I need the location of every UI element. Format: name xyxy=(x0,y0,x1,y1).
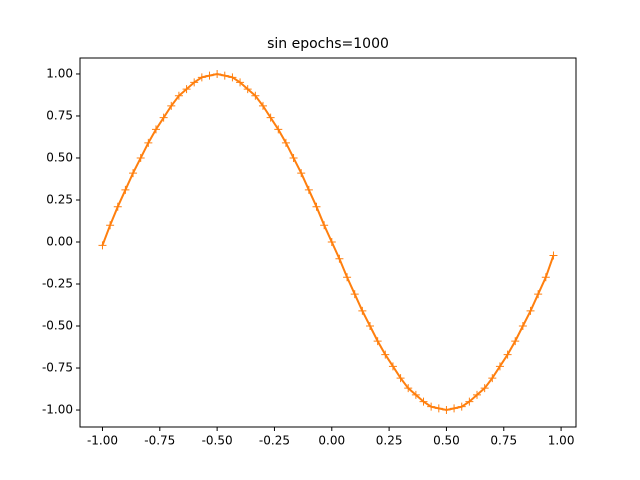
point-marker xyxy=(549,251,558,260)
point-marker xyxy=(381,350,390,359)
y-tick-label: -0.25 xyxy=(42,277,73,291)
point-marker xyxy=(518,322,527,331)
point-marker xyxy=(289,153,298,162)
x-tick-label: -1.00 xyxy=(87,434,118,448)
y-tick-label: -1.00 xyxy=(42,403,73,417)
y-tick-label: 0.25 xyxy=(46,192,73,206)
point-marker xyxy=(450,404,459,413)
point-marker xyxy=(304,185,313,194)
point-marker xyxy=(274,125,283,134)
point-marker xyxy=(526,306,535,315)
point-marker xyxy=(404,384,413,393)
point-marker xyxy=(434,404,443,413)
point-marker xyxy=(220,71,229,80)
point-marker xyxy=(144,138,153,147)
point-marker xyxy=(495,362,504,371)
point-marker xyxy=(243,85,252,94)
series-line xyxy=(101,72,555,412)
point-marker xyxy=(113,202,122,211)
point-marker xyxy=(366,322,375,331)
x-tick-label: 0.75 xyxy=(490,434,517,448)
point-marker xyxy=(373,337,382,346)
point-marker xyxy=(136,153,145,162)
point-marker xyxy=(236,78,245,87)
point-marker xyxy=(159,113,168,122)
y-tick-label: 0.75 xyxy=(46,108,73,122)
point-marker xyxy=(411,390,420,399)
point-marker xyxy=(213,69,222,78)
point-marker xyxy=(197,73,206,82)
point-marker xyxy=(396,374,405,383)
point-marker xyxy=(281,138,290,147)
point-marker xyxy=(350,290,359,299)
point-marker xyxy=(266,113,275,122)
point-marker xyxy=(106,221,115,230)
point-marker xyxy=(297,169,306,178)
x-tick-label: 0.25 xyxy=(376,434,403,448)
point-marker xyxy=(358,306,367,315)
point-marker xyxy=(121,185,130,194)
point-marker xyxy=(320,221,329,230)
axes-frame xyxy=(79,57,577,428)
point-marker xyxy=(442,406,451,415)
point-marker xyxy=(167,101,176,110)
point-marker xyxy=(511,337,520,346)
point-marker xyxy=(182,85,191,94)
point-marker xyxy=(503,350,512,359)
point-marker xyxy=(427,402,436,411)
point-marker xyxy=(343,273,352,282)
x-tick-label: -0.75 xyxy=(144,434,175,448)
point-marker xyxy=(534,290,543,299)
y-tick-label: 1.00 xyxy=(46,66,73,80)
point-marker xyxy=(228,73,237,82)
point-marker xyxy=(465,397,474,406)
point-marker xyxy=(541,273,550,282)
point-marker xyxy=(312,202,321,211)
point-marker xyxy=(174,91,183,100)
point-marker xyxy=(480,384,489,393)
y-tick-label: 0.00 xyxy=(46,234,73,248)
point-marker xyxy=(129,169,138,178)
point-marker xyxy=(388,362,397,371)
point-marker xyxy=(473,390,482,399)
x-tick-label: 0.00 xyxy=(318,434,345,448)
point-marker xyxy=(190,78,199,87)
point-marker xyxy=(488,374,497,383)
x-tick-label: 1.00 xyxy=(548,434,575,448)
y-tick-label: -0.50 xyxy=(42,319,73,333)
point-marker xyxy=(151,125,160,134)
chart-title: sin epochs=1000 xyxy=(267,36,389,52)
point-marker xyxy=(327,237,336,246)
point-marker xyxy=(98,241,107,250)
point-marker xyxy=(251,91,260,100)
x-tick-label: -0.50 xyxy=(202,434,233,448)
point-marker xyxy=(457,402,466,411)
point-marker xyxy=(205,71,214,80)
x-tick-label: -0.25 xyxy=(259,434,290,448)
y-tick-label: 0.50 xyxy=(46,150,73,164)
point-marker xyxy=(335,254,344,263)
y-tick-label: -0.75 xyxy=(42,361,73,375)
point-marker xyxy=(419,397,428,406)
x-tick-label: 0.50 xyxy=(433,434,460,448)
point-marker xyxy=(258,101,267,110)
